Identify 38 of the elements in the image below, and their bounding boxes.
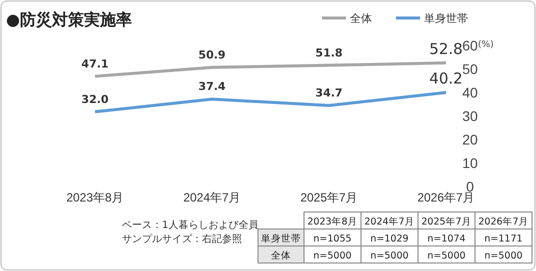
y-tick-label: 30 [462,108,478,124]
data-label: 52.8 [429,40,463,58]
category-label: 2025年7月 [421,216,472,228]
text: 単身世帯 [261,232,301,244]
text: ベース：1人暮らしおよび全員 [122,219,258,231]
text: n=5000 [313,250,352,262]
text: n=5000 [370,250,409,262]
y-tick-label: 50 [462,60,478,77]
text: n=5000 [484,250,523,262]
data-label: 32.0 [81,92,109,106]
text: n=5000 [427,250,466,262]
text: サンプルサイズ：右記参照 [122,233,242,245]
text: n=1074 [427,234,466,244]
category-label: 2023年8月 [307,216,358,228]
text: n=1029 [370,234,409,244]
y-axis-title: (%) [478,40,494,50]
text: n=1171 [484,234,523,244]
category-label: 2024年7月 [364,216,415,228]
data-label: 47.1 [81,57,109,70]
x-tick-label: 2025年7月 [300,190,358,205]
text: 全体 [271,250,291,262]
y-tick-label: 10 [462,154,478,171]
data-label: 34.7 [315,86,343,100]
legend-label: 単身世帯 [424,12,468,25]
data-label: 51.8 [315,46,343,60]
data-label: 40.2 [429,70,463,88]
y-tick-label: 60 [462,37,478,54]
x-tick-label: 2026年7月 [417,190,475,205]
legend-label: 全体 [350,12,372,25]
text: n=1055 [313,234,352,244]
y-tick-label: 20 [462,131,478,148]
x-tick-label: 2023年8月 [66,190,124,205]
chart-title: ●防災対策実施率 [6,10,132,29]
category-label: 2026年7月 [478,216,529,228]
y-tick-label: 40 [462,84,478,100]
data-label: 50.9 [198,48,226,62]
x-tick-label: 2024年7月 [183,190,241,205]
data-label: 37.4 [198,80,226,94]
